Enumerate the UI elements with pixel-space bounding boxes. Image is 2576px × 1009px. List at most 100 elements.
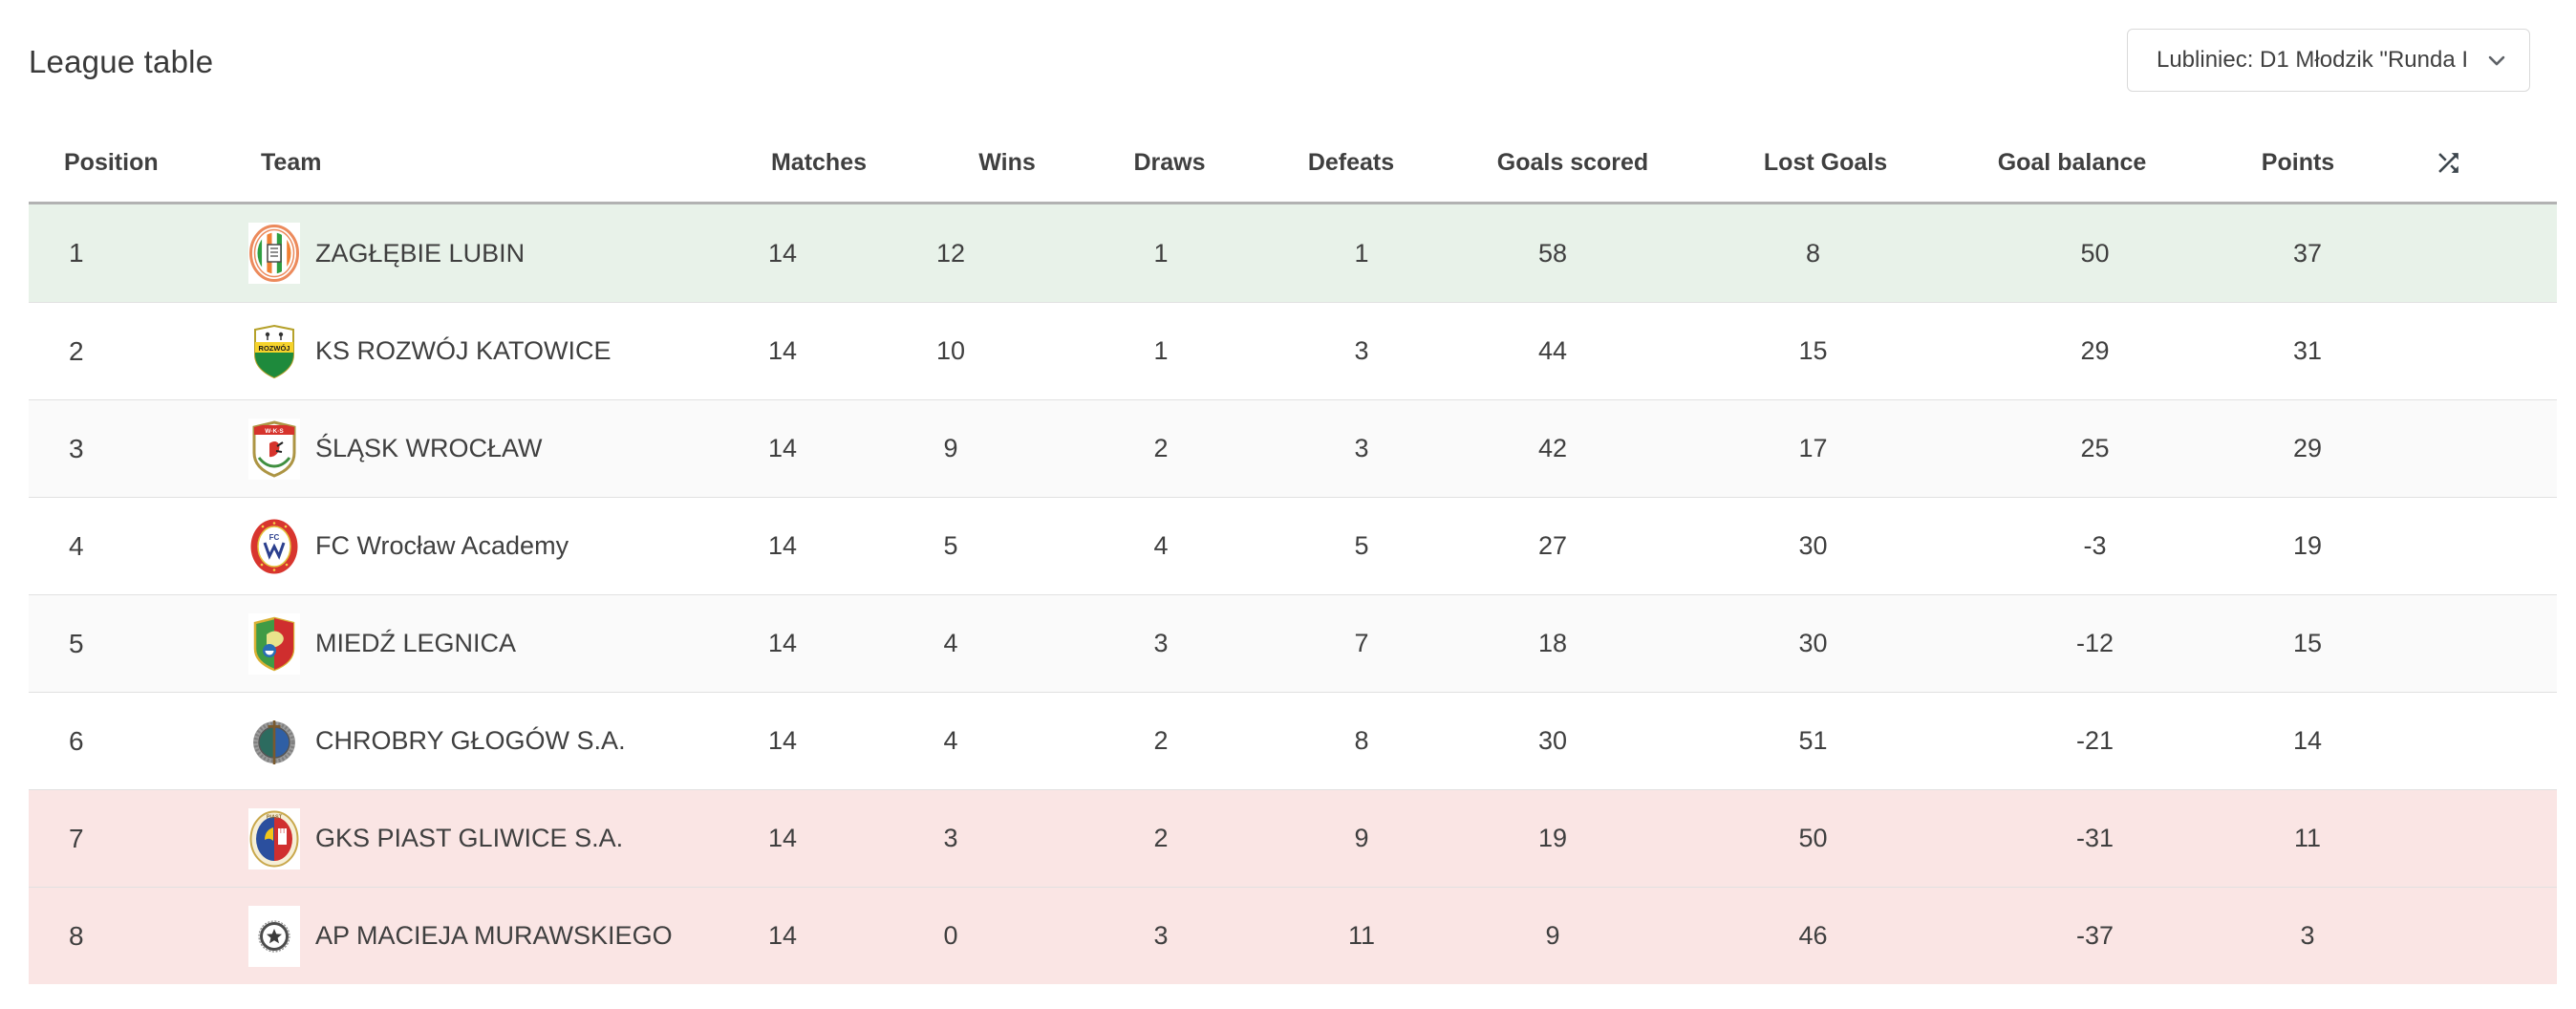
goals-scored-cell: 9 <box>1545 921 1560 950</box>
team-cell[interactable]: PIAST GKS PIAST GLIWICE S.A. <box>122 807 686 869</box>
lost-goals-cell: 30 <box>1798 629 1828 657</box>
goal-balance-cell: -31 <box>2075 824 2114 852</box>
column-header-lost-goals: Lost Goals <box>1763 149 1888 176</box>
team-name: MIEDŹ LEGNICA <box>315 629 517 657</box>
wins-cell: 5 <box>943 531 958 560</box>
zaglebie-lubin-logo <box>248 223 300 284</box>
league-selector[interactable]: Lubliniec: D1 Młodzik "Runda I <box>2126 29 2530 92</box>
draws-cell: 3 <box>1153 921 1169 950</box>
table-row[interactable]: 6 CHROBRY GŁOGÓW S.A. 14 4 2 <box>29 692 2557 789</box>
wins-cell: 4 <box>943 726 958 755</box>
column-header-wins: Wins <box>978 149 1036 176</box>
wins-cell: 4 <box>943 629 958 657</box>
lost-goals-cell: 8 <box>1805 238 1821 268</box>
table-row[interactable]: 2 ROZWÓJ KS ROZWÓJ KATOWI <box>29 302 2557 399</box>
table-row[interactable]: 4 FC FC Wrocław Academy 14 5 4 5 <box>29 497 2557 594</box>
table-row[interactable]: 7 PIAST <box>29 789 2557 887</box>
team-name: KS ROZWÓJ KATOWICE <box>315 336 612 365</box>
team-name: AP MACIEJA MURAWSKIEGO <box>315 921 673 950</box>
column-header-goal-balance: Goal balance <box>1997 149 2147 176</box>
column-header-position: Position <box>64 149 159 176</box>
goals-scored-cell: 42 <box>1537 434 1568 462</box>
points-cell: 3 <box>2300 921 2315 950</box>
column-header-matches: Matches <box>770 149 868 176</box>
svg-text:FC: FC <box>269 533 280 542</box>
points-cell: 31 <box>2292 336 2323 365</box>
goal-balance-cell: -3 <box>2083 531 2107 560</box>
position-cell: 2 <box>69 335 84 366</box>
column-header-goals-scored: Goals scored <box>1496 149 1649 176</box>
matches-cell: 14 <box>767 238 798 268</box>
lost-goals-cell: 46 <box>1798 921 1828 950</box>
team-name: ŚLĄSK WROCŁAW <box>315 434 543 462</box>
league-table: Position Team Matches Wins Draws Defeats… <box>29 124 2557 984</box>
defeats-cell: 11 <box>1347 921 1376 950</box>
points-cell: 37 <box>2292 238 2323 268</box>
goal-balance-cell: 29 <box>2080 336 2110 365</box>
lost-goals-cell: 50 <box>1798 824 1828 852</box>
team-cell[interactable]: W·K·S ŚLĄSK WROCŁAW <box>122 418 686 480</box>
column-header-defeats: Defeats <box>1307 149 1395 176</box>
table-row[interactable]: 1 <box>29 204 2557 302</box>
defeats-cell: 7 <box>1354 629 1369 657</box>
slask-wroclaw-logo: W·K·S <box>248 418 300 480</box>
matches-cell: 14 <box>767 726 798 755</box>
defeats-cell: 8 <box>1354 726 1369 755</box>
draws-cell: 2 <box>1153 726 1169 755</box>
matches-cell: 14 <box>767 824 798 852</box>
position-cell: 5 <box>69 628 84 658</box>
goal-balance-cell: -37 <box>2075 921 2114 950</box>
wins-cell: 3 <box>943 824 958 852</box>
defeats-cell: 9 <box>1354 824 1369 852</box>
piast-gliwice-logo: PIAST <box>248 807 300 869</box>
points-cell: 11 <box>2293 824 2322 852</box>
team-cell[interactable]: ZAGŁĘBIE LUBIN <box>122 223 686 284</box>
wins-cell: 10 <box>935 336 966 365</box>
league-selector-value: Lubliniec: D1 Młodzik "Runda I <box>2156 47 2468 73</box>
team-cell[interactable]: AP MACIEJA MURAWSKIEGO <box>122 905 686 967</box>
lost-goals-cell: 17 <box>1798 434 1828 462</box>
table-row[interactable]: 5 MIEDŹ LEGNICA 14 4 3 7 18 <box>29 594 2557 692</box>
svg-text:PIAST: PIAST <box>267 814 283 820</box>
chrobry-glogow-logo <box>248 710 300 772</box>
points-cell: 14 <box>2292 726 2323 755</box>
team-cell[interactable]: ROZWÓJ KS ROZWÓJ KATOWICE <box>122 320 686 382</box>
points-cell: 29 <box>2292 434 2323 462</box>
matches-cell: 14 <box>767 921 798 950</box>
position-cell: 6 <box>69 725 84 756</box>
lost-goals-cell: 15 <box>1798 336 1828 365</box>
goal-balance-cell: -21 <box>2075 726 2114 755</box>
draws-cell: 2 <box>1153 824 1169 852</box>
table-row[interactable]: 8 AP MACIEJA MURAWSKIEGO 14 0 3 11 9 46 … <box>29 887 2557 984</box>
wins-cell: 9 <box>943 434 958 462</box>
ap-murawskiego-logo <box>248 905 300 967</box>
table-row[interactable]: 3 W·K·S ŚLĄSK WROCŁAW 14 9 2 <box>29 399 2557 497</box>
matches-cell: 14 <box>767 336 798 365</box>
team-name: CHROBRY GŁOGÓW S.A. <box>315 726 626 755</box>
column-header-points: Points <box>2261 149 2335 176</box>
matches-cell: 14 <box>767 629 798 657</box>
goal-balance-cell: -12 <box>2075 629 2114 657</box>
defeats-cell: 1 <box>1354 238 1369 268</box>
table-body: 1 <box>29 204 2557 984</box>
position-cell: 4 <box>69 530 84 561</box>
draws-cell: 2 <box>1153 434 1169 462</box>
shuffle-icon[interactable] <box>2434 148 2463 178</box>
position-cell: 7 <box>69 823 84 853</box>
goal-balance-cell: 50 <box>2080 238 2110 268</box>
team-cell[interactable]: CHROBRY GŁOGÓW S.A. <box>122 710 686 772</box>
points-cell: 19 <box>2292 531 2323 560</box>
miedz-legnica-logo <box>248 612 300 675</box>
team-cell[interactable]: FC FC Wrocław Academy <box>122 515 686 577</box>
team-cell[interactable]: MIEDŹ LEGNICA <box>122 612 686 675</box>
team-name: GKS PIAST GLIWICE S.A. <box>315 824 624 852</box>
goals-scored-cell: 18 <box>1537 629 1568 657</box>
lost-goals-cell: 30 <box>1798 531 1828 560</box>
chevron-down-icon <box>2488 55 2505 66</box>
matches-cell: 14 <box>767 531 798 560</box>
goals-scored-cell: 58 <box>1537 238 1568 268</box>
goals-scored-cell: 27 <box>1537 531 1568 560</box>
svg-text:ROZWÓJ: ROZWÓJ <box>259 344 290 353</box>
points-cell: 15 <box>2292 629 2323 657</box>
rozwoj-katowice-logo: ROZWÓJ <box>248 320 300 382</box>
